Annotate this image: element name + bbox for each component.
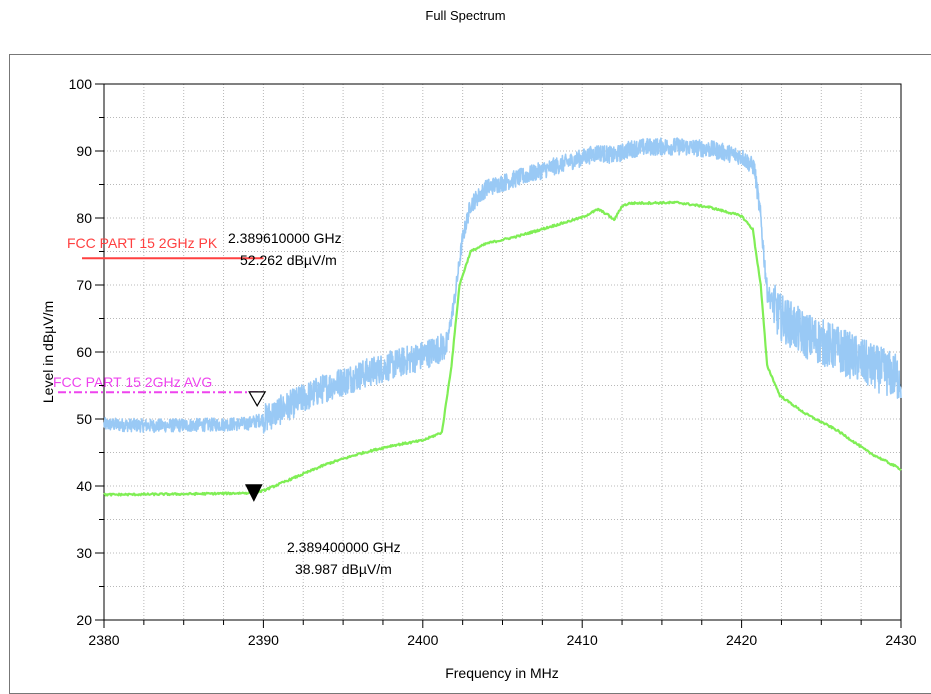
y-tick-label: 60 — [76, 344, 92, 360]
y-tick-label: 20 — [76, 612, 92, 628]
traces — [103, 137, 902, 497]
y-tick-label: 30 — [76, 545, 92, 561]
peak-trace — [103, 137, 902, 434]
peak-marker-frequency: 2.389610000 GHz — [228, 230, 342, 246]
x-tick-label: 2410 — [567, 632, 598, 648]
average-marker-level: 38.987 dBµV/m — [295, 561, 392, 577]
grid — [104, 84, 901, 620]
x-tick-label: 2420 — [726, 632, 757, 648]
average-trace — [103, 200, 902, 497]
y-tick-label: 40 — [76, 478, 92, 494]
avg-limit-label: FCC PART 15 2GHz AVG — [53, 374, 212, 390]
markers: 2.389610000 GHz 52.262 dBµV/m 2.389400000 … — [228, 230, 401, 577]
average-marker-frequency: 2.389400000 GHz — [287, 539, 401, 555]
x-tick-label: 2380 — [88, 632, 119, 648]
x-tick-label: 2430 — [885, 632, 916, 648]
x-tick-label: 2390 — [248, 632, 279, 648]
x-axis-label: Frequency in MHz — [445, 665, 559, 681]
peak-marker — [248, 391, 267, 408]
y-tick-label: 70 — [76, 277, 92, 293]
y-tick-label: 100 — [69, 76, 93, 92]
y-tick-label: 90 — [76, 143, 92, 159]
y-tick-label: 50 — [76, 411, 92, 427]
peak-marker-level: 52.262 dBµV/m — [240, 252, 337, 268]
chart-title: Full Spectrum — [425, 8, 506, 23]
limit-lines: FCC PART 15 2GHz PK FCC PART 15 2GHz AVG — [53, 235, 264, 394]
average-marker — [245, 484, 263, 502]
x-tick-label: 2400 — [407, 632, 438, 648]
y-tick-label: 80 — [76, 210, 92, 226]
axes: 20 30 40 50 60 70 80 90 100 2380 2390 2400 2410 2420 2… — [69, 76, 917, 648]
y-axis-label: Level in dBµV/m — [40, 301, 56, 403]
pk-limit-label: FCC PART 15 2GHz PK — [67, 235, 218, 251]
